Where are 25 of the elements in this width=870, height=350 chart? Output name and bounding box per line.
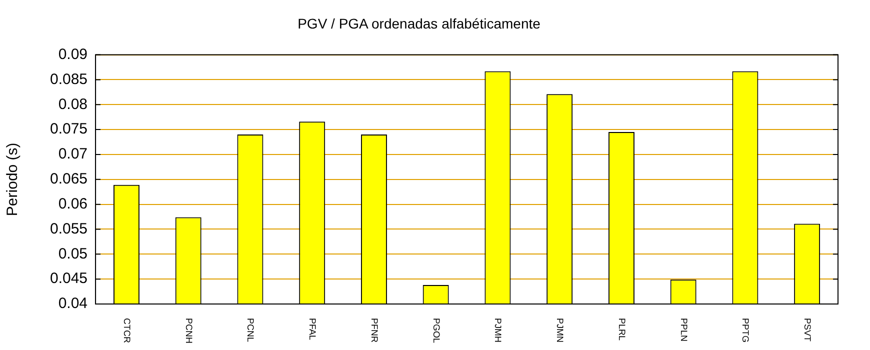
x-tick-label: PCNL: [246, 318, 256, 342]
y-tick-label: 0.07: [58, 146, 88, 163]
y-tick-label: 0.08: [58, 96, 88, 113]
y-tick-label: 0.04: [58, 295, 88, 312]
x-tick-label: PPLN: [678, 318, 689, 342]
x-tick-label: CTCR: [122, 318, 132, 344]
y-axis-title: Periodo (s): [4, 142, 22, 216]
x-tick-label: PJMN: [555, 318, 566, 342]
y-tick-label: 0.06: [58, 195, 88, 212]
x-tick-label: PCNH: [184, 318, 194, 344]
x-tick-label: PGOL: [431, 318, 442, 344]
x-tick-label: PPTG: [740, 318, 751, 343]
x-tick-label: PFNR: [369, 318, 380, 343]
y-tick-label: 0.055: [50, 220, 88, 238]
y-tick-label: 0.075: [50, 120, 88, 138]
y-tick-label: 0.05: [58, 245, 88, 262]
x-tick-label: PLRL: [616, 318, 627, 341]
x-tick-label: PFAL: [308, 318, 318, 340]
x-tick-label: PJMH: [493, 318, 504, 342]
y-tick-label: 0.045: [50, 270, 88, 288]
chart-title: PGV / PGA ordenadas alfabéticamente: [298, 15, 541, 32]
y-tick-label: 0.09: [58, 46, 88, 63]
y-tick-label: 0.065: [50, 170, 88, 188]
x-tick-label: PSVT: [802, 318, 813, 342]
y-tick-label: 0.085: [50, 70, 88, 88]
